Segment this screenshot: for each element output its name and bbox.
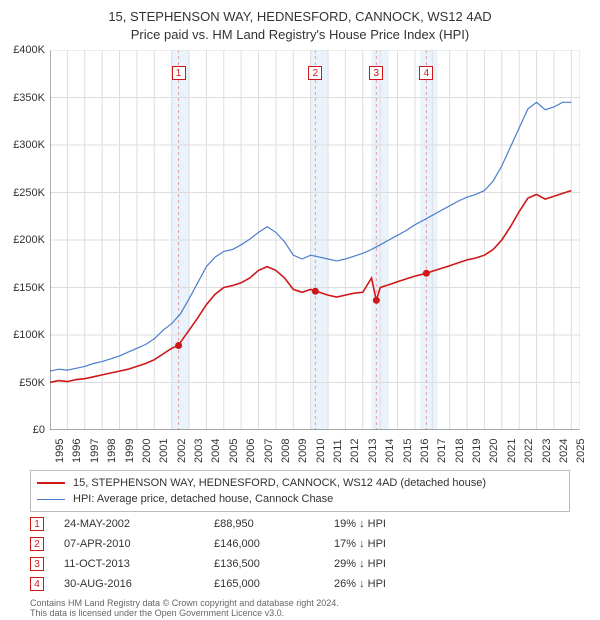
legend-label-property: 15, STEPHENSON WAY, HEDNESFORD, CANNOCK,… bbox=[73, 477, 486, 489]
x-tick-label: 1996 bbox=[71, 439, 83, 463]
x-tick-label: 2012 bbox=[349, 439, 361, 463]
y-tick-label: £200K bbox=[13, 234, 45, 246]
x-tick-label: 2023 bbox=[541, 439, 553, 463]
event-badge: 4 bbox=[419, 66, 433, 80]
y-tick-label: £350K bbox=[13, 92, 45, 104]
legend: 15, STEPHENSON WAY, HEDNESFORD, CANNOCK,… bbox=[30, 470, 570, 512]
x-tick-label: 1997 bbox=[89, 439, 101, 463]
event-diff: 26% ↓ HPI bbox=[334, 578, 454, 590]
legend-swatch-property bbox=[37, 482, 65, 484]
x-tick-label: 2005 bbox=[228, 439, 240, 463]
event-diff: 17% ↓ HPI bbox=[334, 538, 454, 550]
event-price: £136,500 bbox=[214, 558, 334, 570]
legend-swatch-hpi bbox=[37, 499, 65, 500]
x-tick-label: 2009 bbox=[297, 439, 309, 463]
footer: Contains HM Land Registry data © Crown c… bbox=[30, 598, 339, 619]
footer-line1: Contains HM Land Registry data © Crown c… bbox=[30, 598, 339, 608]
event-date: 30-AUG-2016 bbox=[64, 578, 214, 590]
event-row-badge: 2 bbox=[30, 537, 44, 551]
event-row: 3 11-OCT-2013£136,50029% ↓ HPI bbox=[30, 554, 570, 574]
event-date: 07-APR-2010 bbox=[64, 538, 214, 550]
y-tick-label: £400K bbox=[13, 44, 45, 56]
events-table: 1 24-MAY-2002£88,95019% ↓ HPI 2 07-APR-2010… bbox=[30, 514, 570, 594]
x-tick-label: 1999 bbox=[124, 439, 136, 463]
x-tick-label: 2020 bbox=[488, 439, 500, 463]
x-tick-label: 2019 bbox=[471, 439, 483, 463]
x-tick-label: 2011 bbox=[332, 439, 344, 463]
y-tick-label: £300K bbox=[13, 139, 45, 151]
y-tick-label: £50K bbox=[19, 377, 45, 389]
event-price: £88,950 bbox=[214, 518, 334, 530]
event-price: £165,000 bbox=[214, 578, 334, 590]
x-tick-label: 2000 bbox=[141, 439, 153, 463]
event-price: £146,000 bbox=[214, 538, 334, 550]
event-badge: 2 bbox=[308, 66, 322, 80]
event-row: 1 24-MAY-2002£88,95019% ↓ HPI bbox=[30, 514, 570, 534]
x-tick-label: 2001 bbox=[158, 439, 170, 463]
y-tick-label: £0 bbox=[33, 424, 45, 436]
x-tick-label: 2003 bbox=[193, 439, 205, 463]
x-tick-label: 2014 bbox=[384, 439, 396, 463]
x-tick-label: 2002 bbox=[176, 439, 188, 463]
x-tick-label: 2006 bbox=[245, 439, 257, 463]
x-tick-label: 1995 bbox=[54, 439, 66, 463]
y-tick-label: £250K bbox=[13, 187, 45, 199]
x-tick-label: 2004 bbox=[210, 439, 222, 463]
event-row-badge: 4 bbox=[30, 577, 44, 591]
event-date: 11-OCT-2013 bbox=[64, 558, 214, 570]
chart-plot-area bbox=[50, 50, 580, 430]
event-row: 4 30-AUG-2016£165,00026% ↓ HPI bbox=[30, 574, 570, 594]
event-row: 2 07-APR-2010£146,00017% ↓ HPI bbox=[30, 534, 570, 554]
title-address: 15, STEPHENSON WAY, HEDNESFORD, CANNOCK,… bbox=[0, 8, 600, 26]
x-tick-label: 2010 bbox=[315, 439, 327, 463]
event-row-badge: 1 bbox=[30, 517, 44, 531]
event-diff: 29% ↓ HPI bbox=[334, 558, 454, 570]
x-tick-label: 2021 bbox=[506, 439, 518, 463]
event-badge: 1 bbox=[172, 66, 186, 80]
x-tick-label: 2025 bbox=[575, 439, 587, 463]
event-date: 24-MAY-2002 bbox=[64, 518, 214, 530]
x-tick-label: 2007 bbox=[263, 439, 275, 463]
event-row-badge: 3 bbox=[30, 557, 44, 571]
x-tick-label: 2022 bbox=[523, 439, 535, 463]
x-tick-label: 2008 bbox=[280, 439, 292, 463]
chart-svg bbox=[50, 50, 580, 430]
x-tick-label: 2017 bbox=[436, 439, 448, 463]
title-block: 15, STEPHENSON WAY, HEDNESFORD, CANNOCK,… bbox=[0, 0, 600, 43]
event-diff: 19% ↓ HPI bbox=[334, 518, 454, 530]
x-tick-label: 2015 bbox=[402, 439, 414, 463]
legend-label-hpi: HPI: Average price, detached house, Cann… bbox=[73, 493, 333, 505]
x-tick-label: 2013 bbox=[367, 439, 379, 463]
title-subtitle: Price paid vs. HM Land Registry's House … bbox=[0, 26, 600, 44]
x-tick-label: 2018 bbox=[454, 439, 466, 463]
x-tick-label: 1998 bbox=[106, 439, 118, 463]
x-tick-label: 2024 bbox=[558, 439, 570, 463]
footer-line2: This data is licensed under the Open Gov… bbox=[30, 608, 339, 618]
y-tick-label: £100K bbox=[13, 329, 45, 341]
y-tick-label: £150K bbox=[13, 282, 45, 294]
event-badge: 3 bbox=[369, 66, 383, 80]
legend-row-property: 15, STEPHENSON WAY, HEDNESFORD, CANNOCK,… bbox=[37, 475, 563, 491]
x-tick-label: 2016 bbox=[419, 439, 431, 463]
chart-container: 15, STEPHENSON WAY, HEDNESFORD, CANNOCK,… bbox=[0, 0, 600, 620]
legend-row-hpi: HPI: Average price, detached house, Cann… bbox=[37, 491, 563, 507]
